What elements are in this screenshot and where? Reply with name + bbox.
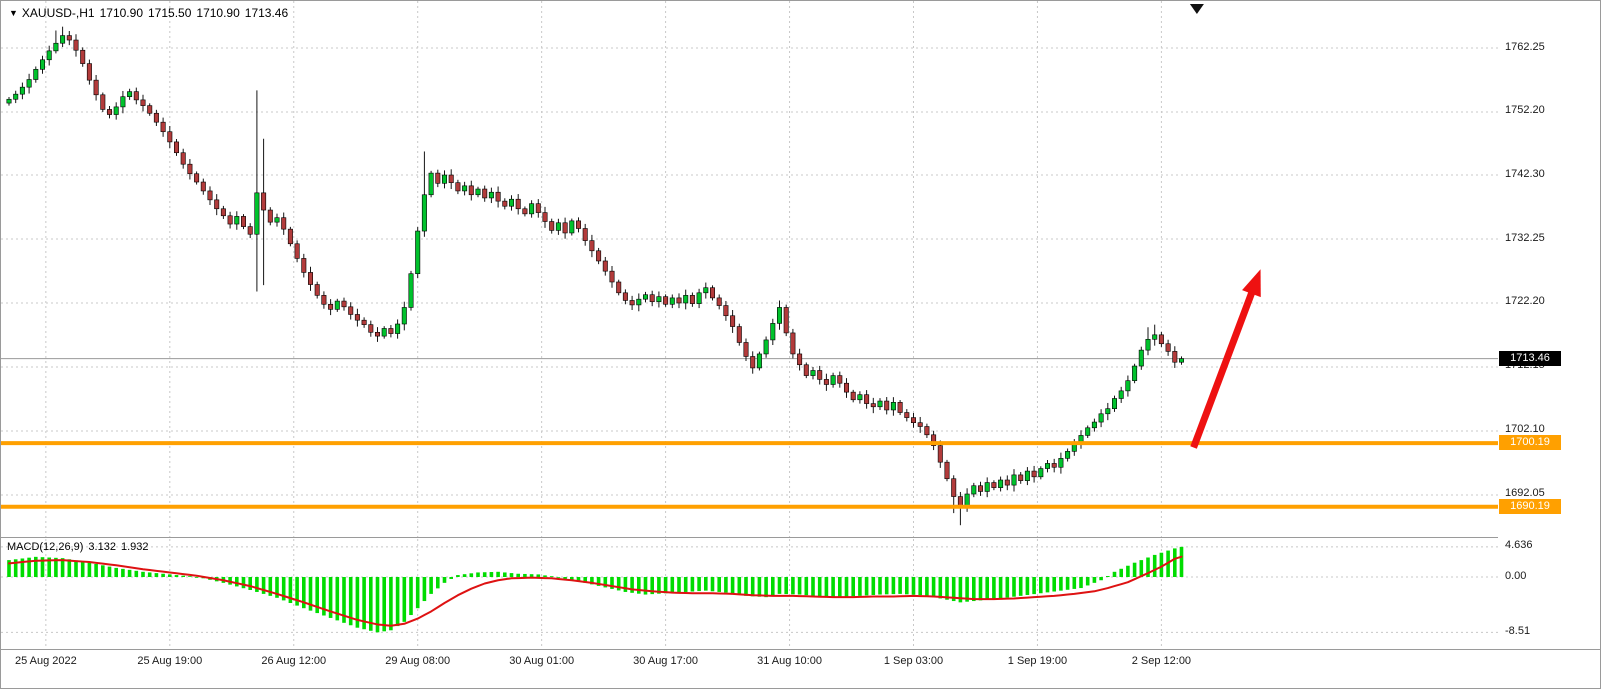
time-axis-label: 25 Aug 2022 — [14, 655, 77, 667]
bullish-trend-arrow[interactable] — [1190, 269, 1261, 449]
macd-name: MACD(12,26,9) — [7, 541, 84, 553]
current-price-tag: 1713.46 — [1499, 350, 1561, 366]
title-open-value: 1710.90 — [99, 6, 143, 20]
symbol-timeframe: XAUUSD-,H1 — [21, 6, 95, 20]
symbol-dropdown-icon[interactable]: ▼ — [9, 8, 18, 18]
time-axis-label: 25 Aug 19:00 — [137, 655, 203, 667]
macd-signal-value: 1.932 — [120, 541, 149, 553]
price-gridlines — [1, 47, 1498, 496]
title-close-value: 1713.46 — [244, 6, 289, 20]
price-axis-label: 1752.20 — [1505, 104, 1545, 117]
time-axis-label: 1 Sep 03:00 — [883, 655, 944, 667]
price-axis-label: 1762.25 — [1505, 40, 1545, 53]
time-axis-label: 2 Sep 12:00 — [1131, 655, 1192, 667]
macd-axis-label: -8.51 — [1505, 624, 1531, 637]
macd-axis-label: 4.636 — [1505, 539, 1533, 552]
price-axis[interactable]: 1762.251752.201742.301732.251722.201712.… — [1498, 1, 1600, 649]
object-anchor-icon[interactable] — [1189, 4, 1204, 14]
level-price-tag-lower: 1690.19 — [1499, 498, 1561, 514]
time-axis-label: 1 Sep 19:00 — [1007, 655, 1068, 667]
macd-main-value: 3.132 — [88, 541, 116, 553]
title-high-value: 1715.50 — [148, 6, 192, 20]
price-axis-label: 1742.30 — [1505, 167, 1545, 180]
price-axis-label: 1722.20 — [1505, 295, 1545, 308]
time-axis-label: 30 Aug 01:00 — [509, 655, 575, 667]
time-gridlines — [45, 1, 1162, 537]
panel-separator-line — [1, 537, 1600, 538]
title-low-value: 1710.90 — [196, 6, 240, 20]
time-axis-label: 29 Aug 08:00 — [385, 655, 451, 667]
time-axis[interactable]: 25 Aug 2022 25 Aug 19:00 26 Aug 12:00 29 Au… — [1, 650, 1600, 677]
macd-axis-label: 0.00 — [1505, 569, 1527, 582]
macd-indicator-label: MACD(12,26,9) 3.132 1.932 — [7, 541, 153, 553]
price-chart[interactable] — [1, 1, 1498, 537]
time-axis-label: 31 Aug 10:00 — [757, 655, 822, 667]
time-axis-label: 26 Aug 12:00 — [261, 655, 327, 667]
candles — [6, 26, 1185, 526]
level-price-tag-upper: 1700.19 — [1499, 435, 1561, 451]
price-axis-label: 1702.10 — [1505, 423, 1545, 436]
chart-title: ▼ XAUUSD-,H1 1710.90 1715.50 1710.90 1713.46 — [9, 6, 293, 20]
time-axis-separator-line — [1, 649, 1600, 650]
macd-panel[interactable] — [1, 539, 1498, 649]
price-axis-label: 1732.25 — [1505, 231, 1545, 244]
macd-signal-line — [8, 555, 1183, 627]
macd-histogram — [7, 546, 1184, 633]
price-axis-label: 1692.05 — [1505, 487, 1545, 500]
time-axis-label: 30 Aug 17:00 — [633, 655, 699, 667]
